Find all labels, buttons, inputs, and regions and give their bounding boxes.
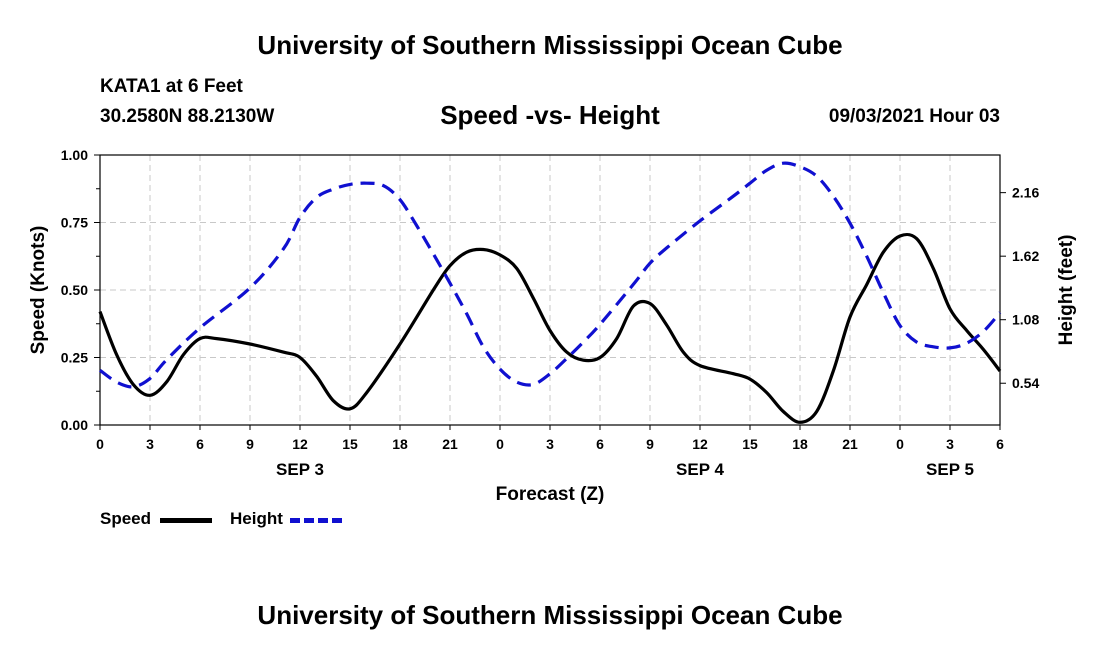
title-top: University of Southern Mississippi Ocean… xyxy=(257,30,843,60)
x-axis-label: Forecast (Z) xyxy=(496,484,605,505)
y-right-tick-label: 0.54 xyxy=(1012,375,1039,391)
x-tick-label: 3 xyxy=(546,436,554,452)
y-left-tick-label: 0.75 xyxy=(61,215,88,231)
x-tick-label: 9 xyxy=(646,436,654,452)
height-series-line xyxy=(99,161,1002,389)
x-tick-label: 15 xyxy=(342,436,358,452)
y-right-tick-label: 1.08 xyxy=(1012,312,1039,328)
y-left-axis-label: Speed (Knots) xyxy=(28,226,49,355)
plot-title: Speed -vs- Height xyxy=(440,100,660,130)
x-tick-label: 6 xyxy=(196,436,204,452)
y-right-axis-label: Height (feet) xyxy=(1056,235,1077,346)
legend-speed-swatch xyxy=(160,518,212,523)
y-left-tick-label: 0.25 xyxy=(61,350,88,366)
y-left-tick-label: 0.00 xyxy=(61,417,88,433)
legend-speed-label: Speed xyxy=(100,509,152,528)
x-tick-label: 0 xyxy=(496,436,504,452)
x-day-label: SEP 4 xyxy=(676,460,724,479)
station-name: KATA1 at 6 Feet xyxy=(100,76,243,97)
x-tick-label: 12 xyxy=(292,436,308,452)
speed-series-line xyxy=(98,232,1002,424)
y-right-tick-label: 2.16 xyxy=(1012,185,1039,201)
x-tick-label: 6 xyxy=(596,436,604,452)
legend-height-label: Height xyxy=(230,509,283,528)
x-tick-label: 12 xyxy=(692,436,708,452)
x-tick-label: 21 xyxy=(442,436,458,452)
x-tick-label: 21 xyxy=(842,436,858,452)
x-day-label: SEP 5 xyxy=(926,460,974,479)
x-tick-label: 0 xyxy=(896,436,904,452)
y-left-tick-label: 0.50 xyxy=(61,282,88,298)
x-tick-label: 18 xyxy=(792,436,808,452)
legend-height-swatch xyxy=(290,518,342,523)
x-tick-label: 0 xyxy=(96,436,104,452)
y-left-tick-label: 1.00 xyxy=(61,147,88,163)
station-coords: 30.2580N 88.2130W xyxy=(100,106,275,127)
plot-frame xyxy=(99,154,1001,426)
x-tick-label: 3 xyxy=(146,436,154,452)
x-tick-label: 9 xyxy=(246,436,254,452)
x-tick-label: 3 xyxy=(946,436,954,452)
y-right-tick-label: 1.62 xyxy=(1012,248,1039,264)
x-tick-label: 18 xyxy=(392,436,408,452)
title-bottom: University of Southern Mississippi Ocean… xyxy=(257,600,843,630)
x-day-label: SEP 3 xyxy=(276,460,324,479)
x-tick-label: 6 xyxy=(996,436,1004,452)
x-tick-label: 15 xyxy=(742,436,758,452)
forecast-datetime: 09/03/2021 Hour 03 xyxy=(828,106,1000,127)
